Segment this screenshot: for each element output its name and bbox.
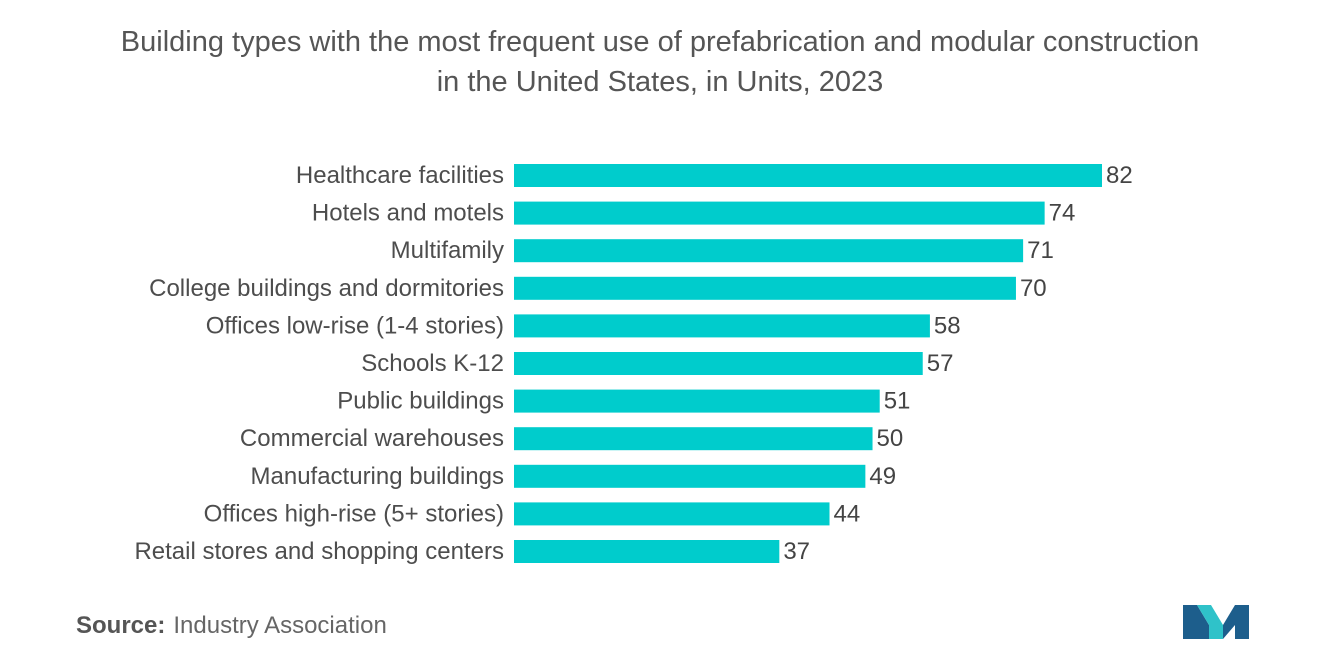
bar	[514, 427, 873, 451]
chart-title-line-2: in the United States, in Units, 2023	[436, 66, 884, 98]
bar	[514, 464, 866, 488]
bar	[514, 389, 880, 413]
bar-chart: Healthcare facilities 82 Hotels and motels…	[134, 162, 1133, 565]
category-label: Commercial warehouses	[240, 425, 504, 452]
value-label: 50	[877, 425, 904, 452]
bar	[514, 352, 923, 375]
source-note: Source: Industry Association	[76, 612, 387, 640]
bar	[514, 164, 1102, 187]
bar	[514, 314, 930, 338]
value-label: 37	[783, 538, 810, 565]
value-label: 82	[1106, 162, 1133, 189]
source-label: Source:	[76, 612, 166, 639]
category-label: Manufacturing buildings	[251, 463, 505, 490]
value-label: 74	[1049, 200, 1076, 227]
category-label: College buildings and dormitories	[149, 275, 504, 302]
category-label: Schools K-12	[361, 350, 504, 377]
category-label: Offices low-rise (1-4 stories)	[206, 312, 504, 339]
value-label: 51	[884, 388, 911, 415]
mordor-intelligence-logo-icon	[1183, 605, 1249, 639]
bar	[514, 502, 830, 526]
category-label: Healthcare facilities	[296, 162, 504, 189]
category-label: Multifamily	[391, 237, 504, 264]
bar	[514, 276, 1016, 300]
category-label: Hotels and motels	[312, 200, 504, 227]
source-value: Industry Association	[173, 612, 387, 639]
category-label: Retail stores and shopping centers	[134, 538, 504, 565]
value-label: 70	[1020, 275, 1047, 302]
bar	[514, 540, 780, 563]
value-label: 58	[934, 312, 961, 339]
value-label: 57	[927, 350, 954, 377]
value-label: 71	[1027, 237, 1054, 264]
bar	[514, 201, 1045, 225]
chart-title: Building types with the most frequent us…	[0, 22, 1320, 102]
category-label: Offices high-rise (5+ stories)	[204, 500, 504, 527]
value-label: 44	[834, 500, 861, 527]
chart-title-line-1: Building types with the most frequent us…	[120, 26, 1200, 58]
category-label: Public buildings	[337, 388, 504, 415]
value-label: 49	[869, 463, 896, 490]
bar	[514, 239, 1024, 263]
